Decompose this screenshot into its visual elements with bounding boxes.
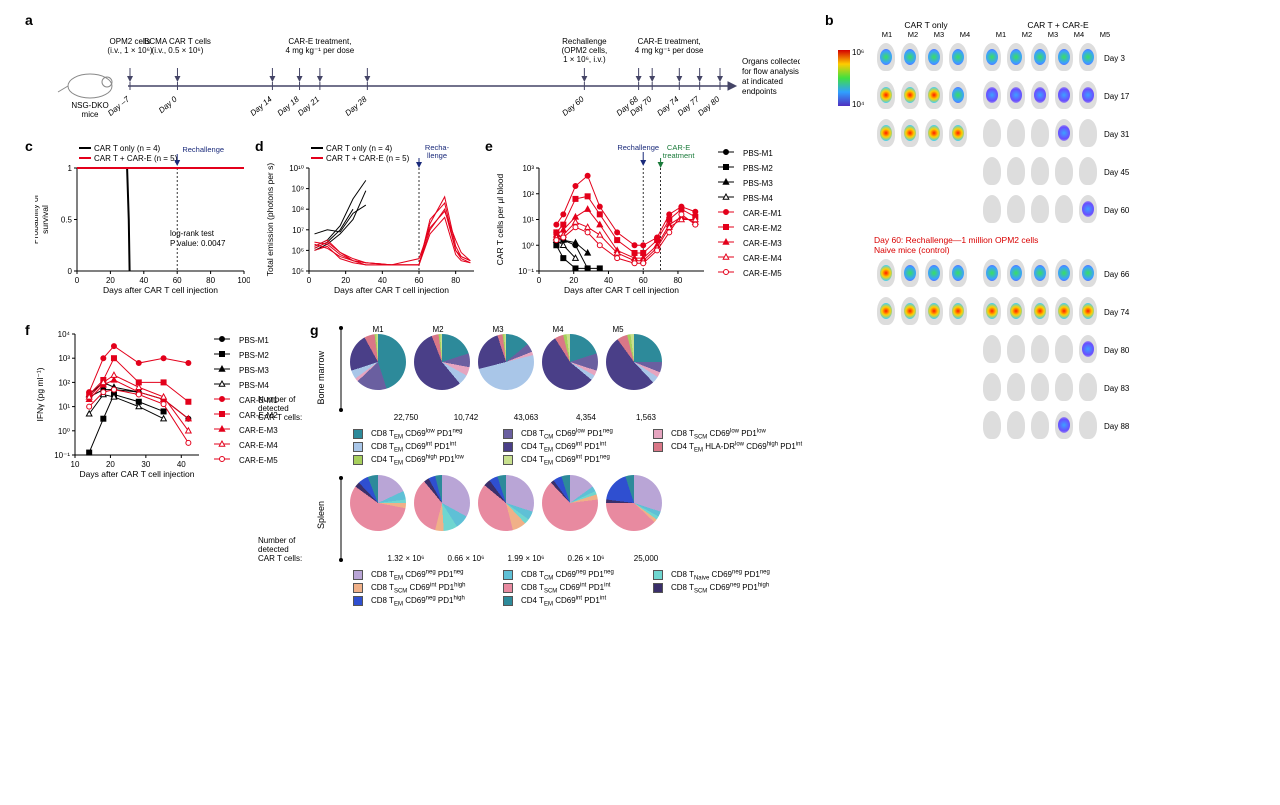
svg-text:80: 80 — [451, 276, 460, 285]
svg-text:10: 10 — [71, 460, 80, 469]
svg-text:40: 40 — [604, 276, 613, 285]
svg-text:10⁰: 10⁰ — [58, 427, 70, 436]
svg-text:10³: 10³ — [58, 354, 70, 363]
svg-text:10¹: 10¹ — [522, 216, 534, 225]
svg-text:0.5: 0.5 — [61, 216, 73, 225]
svg-text:0: 0 — [75, 276, 80, 285]
svg-text:survival: survival — [40, 205, 50, 234]
panel-f-ifng: 10 20 30 40 10⁻¹ 10⁰ 10¹ 10² 10³ 10⁴ Days after CA… — [35, 324, 205, 479]
svg-text:Day 60: Day 60 — [560, 94, 586, 118]
svg-text:NSG-DKO: NSG-DKO — [71, 101, 108, 110]
svg-text:0: 0 — [307, 276, 312, 285]
svg-text:IFNγ (pg ml⁻¹): IFNγ (pg ml⁻¹) — [35, 367, 45, 421]
svg-text:endpoints: endpoints — [742, 87, 777, 96]
svg-text:BCMA CAR T cells: BCMA CAR T cells — [144, 37, 211, 46]
svg-text:10⁰: 10⁰ — [522, 241, 534, 250]
svg-text:40: 40 — [378, 276, 387, 285]
svg-text:10⁻¹: 10⁻¹ — [518, 267, 534, 276]
svg-text:Day 77: Day 77 — [676, 94, 702, 118]
panel-d-label: d — [255, 138, 264, 154]
svg-text:40: 40 — [177, 460, 186, 469]
svg-text:for flow analysis: for flow analysis — [742, 67, 799, 76]
svg-text:mice: mice — [82, 110, 99, 119]
svg-text:80: 80 — [206, 276, 215, 285]
svg-text:10³: 10³ — [522, 164, 534, 173]
svg-text:80: 80 — [673, 276, 682, 285]
svg-text:10⁴: 10⁴ — [58, 330, 71, 339]
panel-g-label: g — [310, 322, 319, 338]
svg-text:Day 74: Day 74 — [655, 94, 681, 118]
svg-text:CAR-E treatment,: CAR-E treatment, — [638, 37, 701, 46]
svg-text:(OPM2 cells,: (OPM2 cells, — [561, 46, 607, 55]
svg-text:1 × 10⁶, i.v.): 1 × 10⁶, i.v.) — [563, 55, 606, 64]
svg-text:Day 28: Day 28 — [343, 94, 369, 118]
svg-text:10⁹: 10⁹ — [292, 185, 304, 194]
svg-text:10⁶: 10⁶ — [292, 246, 304, 255]
svg-text:Day 14: Day 14 — [248, 94, 274, 118]
svg-text:100: 100 — [237, 276, 250, 285]
svg-text:CAR-E treatment,: CAR-E treatment, — [288, 37, 351, 46]
svg-text:20: 20 — [106, 460, 115, 469]
svg-text:10²: 10² — [522, 190, 534, 199]
svg-text:Day 80: Day 80 — [696, 94, 722, 118]
panel-e-legend: PBS-M1PBS-M2PBS-M3PBS-M4CAR-E-M1CAR-E-M2… — [712, 145, 787, 282]
svg-text:Days after CAR T cell injectio: Days after CAR T cell injection — [334, 285, 449, 295]
svg-text:60: 60 — [639, 276, 648, 285]
panel-g-pies: Bone marrowM1M2M3M4M5Number ofdetectedCA… — [320, 325, 810, 616]
panel-a-timeline: NSG-DKOmiceOPM2 cells(i.v., 1 × 10⁶)Day … — [40, 16, 800, 116]
svg-text:Total emission (photons per s): Total emission (photons per s) — [265, 163, 275, 277]
svg-text:4 mg kg⁻¹ per dose: 4 mg kg⁻¹ per dose — [286, 46, 355, 55]
svg-text:10⁵: 10⁵ — [292, 267, 304, 276]
svg-text:P value: 0.0047: P value: 0.0047 — [170, 239, 226, 248]
svg-text:10⁷: 10⁷ — [292, 226, 304, 235]
svg-text:Rechallenge: Rechallenge — [562, 37, 607, 46]
svg-text:4 mg kg⁻¹ per dose: 4 mg kg⁻¹ per dose — [635, 46, 704, 55]
panel-e-label: e — [485, 138, 493, 154]
panel-f-label: f — [25, 322, 30, 338]
svg-text:40: 40 — [139, 276, 148, 285]
svg-text:Rechallenge: Rechallenge — [617, 143, 659, 152]
svg-text:(i.v., 1 × 10⁶): (i.v., 1 × 10⁶) — [107, 46, 152, 55]
svg-text:60: 60 — [173, 276, 182, 285]
panel-a-label: a — [25, 12, 33, 28]
svg-text:CAR T + CAR-E (n = 5): CAR T + CAR-E (n = 5) — [326, 154, 410, 163]
svg-text:20: 20 — [106, 276, 115, 285]
svg-text:Days after CAR T cell injectio: Days after CAR T cell injection — [103, 285, 218, 295]
svg-text:Organs collected: Organs collected — [742, 57, 800, 66]
svg-text:CAR T + CAR-E (n = 5): CAR T + CAR-E (n = 5) — [94, 154, 178, 163]
svg-text:30: 30 — [141, 460, 150, 469]
panel-e-cart-count: 0 20 40 60 80 10⁻¹ 10⁰ 10¹ 10² 10³ Days after CAR … — [495, 140, 710, 295]
svg-text:10⁻¹: 10⁻¹ — [54, 451, 70, 460]
svg-text:treatment: treatment — [663, 151, 696, 160]
svg-text:10¹: 10¹ — [58, 403, 70, 412]
svg-text:10²: 10² — [58, 378, 70, 387]
svg-text:Days after CAR T cell injectio: Days after CAR T cell injection — [564, 285, 679, 295]
svg-text:Rechallenge: Rechallenge — [182, 145, 224, 154]
svg-text:10⁸: 10⁸ — [292, 205, 304, 214]
svg-text:60: 60 — [415, 276, 424, 285]
svg-text:0: 0 — [68, 267, 73, 276]
svg-text:CAR T only (n = 4): CAR T only (n = 4) — [326, 144, 393, 153]
panel-c-label: c — [25, 138, 33, 154]
svg-text:Days after CAR T cell injectio: Days after CAR T cell injection — [80, 469, 195, 479]
panel-b-imaging: 10⁶10⁴CAR T onlyCAR T + CAR-EM1M2M3M4M1M… — [840, 20, 1270, 445]
svg-text:Day 18: Day 18 — [276, 94, 302, 118]
svg-text:Day 0: Day 0 — [157, 94, 179, 115]
svg-text:CAR T cells per μl blood: CAR T cells per μl blood — [495, 173, 505, 265]
panel-d-emission: 0 20 40 60 80 10⁵ 10⁶ 10⁷ 10⁸ 10⁹ 10¹⁰ Days after C… — [265, 140, 480, 295]
svg-text:20: 20 — [341, 276, 350, 285]
panel-b-label: b — [825, 12, 834, 28]
svg-text:llenge: llenge — [427, 151, 447, 160]
svg-text:log-rank test: log-rank test — [170, 229, 215, 238]
svg-text:0: 0 — [537, 276, 542, 285]
svg-text:CAR T only (n = 4): CAR T only (n = 4) — [94, 144, 161, 153]
svg-text:20: 20 — [569, 276, 578, 285]
svg-text:Day –7: Day –7 — [106, 94, 132, 118]
svg-text:(i.v., 0.5 × 10⁶): (i.v., 0.5 × 10⁶) — [152, 46, 204, 55]
svg-text:Day 21: Day 21 — [296, 95, 321, 118]
svg-text:10¹⁰: 10¹⁰ — [289, 164, 304, 173]
svg-text:1: 1 — [68, 164, 73, 173]
panel-c-survival: 0 20 40 60 80 100 0 0.5 1 Days after CAR T cell i… — [35, 140, 250, 295]
svg-text:at indicated: at indicated — [742, 77, 783, 86]
